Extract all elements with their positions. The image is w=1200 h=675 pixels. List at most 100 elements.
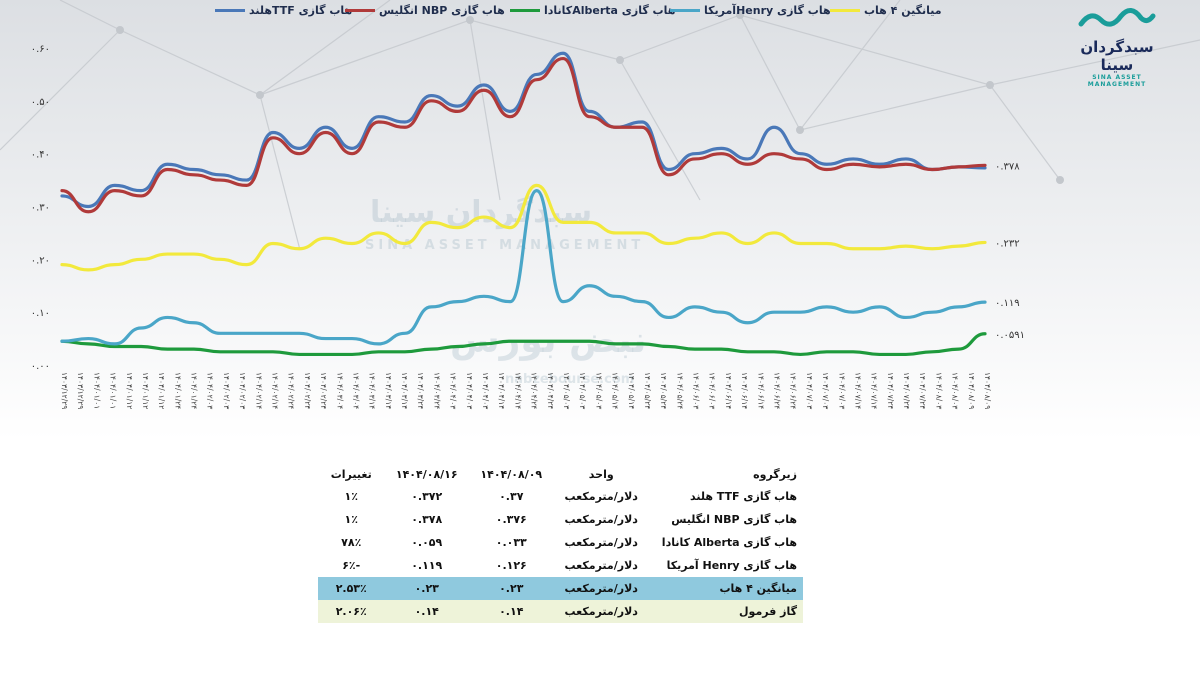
cell-value-date1: ۰.۳۷۶	[495, 513, 527, 526]
gas-price-table: زیرگروه واحد ۱۴۰۴/۰۸/۰۹ ۱۴۰۴/۰۸/۱۶ تغییر…	[318, 463, 803, 623]
table-header-row: زیرگروه واحد ۱۴۰۴/۰۸/۰۹ ۱۴۰۴/۰۸/۱۶ تغییر…	[318, 463, 803, 485]
legend-item-avg: میانگین ۴ هاب	[830, 4, 942, 17]
legend-label-henry: هاب گازی Henryآمریکا	[704, 4, 831, 17]
legend-swatch-avg	[830, 9, 860, 12]
cell-subgroup: هاب گازی Alberta کانادا	[661, 536, 797, 549]
x-tick-label: ۱۴۰۴/۰۳/۲۴	[432, 372, 441, 409]
series-line-0	[60, 51, 987, 209]
table-row: هاب گازی Henry آمریکا دلار/مترمکعب ۰.۱۲۶…	[318, 554, 803, 577]
cell-unit: دلار/مترمکعب	[564, 559, 638, 572]
logo-name: سبدگردان سینا	[1080, 38, 1154, 74]
x-tick-label: ۱۴۰۴/۰۱/۱۲	[125, 372, 134, 409]
x-tick-label: ۱۴۰۴/۰۲/۱۴	[271, 372, 280, 409]
logo-subtitle: SINA ASSET MANAGEMENT	[1087, 74, 1147, 88]
end-value-label: ۰.۰۵۹۱	[995, 330, 1025, 341]
sina-logo: سبدگردان سینا SINA ASSET MANAGEMENT	[1062, 6, 1172, 88]
x-tick-label: ۱۴۰۴/۰۲/۱۴	[254, 372, 263, 409]
legend-label-ttf: هاب گازی TTFهلند	[249, 4, 353, 17]
x-tick-label: ۱۴۰۴/۰۳/۱۴	[400, 372, 409, 409]
cell-change: ۲.۵۳٪	[318, 577, 385, 600]
x-tick-label: ۱۴۰۴/۰۳/۰۴	[351, 372, 360, 409]
x-tick-label: ۱۴۰۴/۰۲/۰۳	[238, 372, 247, 409]
x-tick-label: ۱۴۰۴/۰۷/۰۳	[821, 372, 830, 409]
legend-swatch-nbp	[345, 9, 375, 12]
x-tick-label: ۱۴۰۴/۰۶/۱۴	[756, 372, 765, 409]
cell-value-date2: ۰.۳۷۸	[411, 513, 443, 526]
y-tick-label: ۰.۰۰	[31, 361, 50, 372]
table-row: هاب گازی TTF هلند دلار/مترمکعب ۰.۳۷ ۰.۳۷…	[318, 485, 803, 508]
table-row: هاب گازی NBP انگلیس دلار/مترمکعب ۰.۳۷۶ ۰…	[318, 508, 803, 531]
x-tick-label: ۱۴۰۴/۰۵/۱۴	[627, 372, 636, 409]
legend-item-nbp: هاب گازی NBP انگلیس	[345, 4, 505, 17]
x-tick-label: ۱۴۰۴/۰۴/۰۳	[481, 372, 490, 409]
x-tick-label: ۱۴۰۴/۰۴/۱۴	[497, 372, 506, 409]
chart-legend: هاب گازی TTFهلند هاب گازی NBP انگلیس هاب…	[215, 4, 975, 24]
x-tick-label: ۱۴۰۴/۰۱/۲۴	[190, 372, 199, 409]
x-tick-label: ۱۴۰۴/۰۱/۲۴	[173, 372, 182, 409]
y-tick-label: ۰.۶۰	[31, 44, 50, 55]
legend-item-ttf: هاب گازی TTFهلند	[215, 4, 352, 17]
cell-value-date1: ۰.۱۴	[469, 600, 554, 623]
x-tick-label: ۱۴۰۴/۰۳/۰۴	[335, 372, 344, 409]
cell-value-date2: ۰.۱۱۹	[411, 559, 443, 572]
sina-wave-icon	[1078, 8, 1156, 27]
cell-change: -۶٪	[342, 559, 361, 572]
cell-unit: دلار/مترمکعب	[553, 600, 649, 623]
table-row: میانگین ۴ هاب دلار/مترمکعب ۰.۲۳ ۰.۲۳ ۲.۵…	[318, 577, 803, 600]
x-tick-label: ۱۴۰۴/۰۷/۱۴	[870, 372, 879, 409]
x-tick-label: ۱۴۰۴/۰۷/۱۴	[853, 372, 862, 409]
x-tick-label: ۱۴۰۴/۰۴/۲۴	[530, 372, 539, 409]
cell-subgroup: هاب گازی NBP انگلیس	[671, 513, 797, 526]
x-tick-label: ۱۴۰۴/۰۶/۲۴	[789, 372, 798, 409]
legend-swatch-alberta	[510, 9, 540, 12]
x-tick-label: ۱۴۰۴/۰۷/۰۳	[837, 372, 846, 409]
cell-change: ۲.۰۶٪	[318, 600, 385, 623]
cell-unit: دلار/مترمکعب	[564, 490, 638, 503]
legend-item-alberta: هاب گازی Albertaکانادا	[510, 4, 675, 17]
cell-subgroup: میانگین ۴ هاب	[648, 577, 803, 600]
x-tick-label: ۱۴۰۴/۰۳/۲۴	[416, 372, 425, 409]
x-tick-label: ۱۴۰۴/۰۸/۰۳	[951, 372, 960, 409]
x-tick-label: ۱۴۰۴/۰۸/۰۹	[967, 372, 976, 409]
y-tick-label: ۰.۴۰	[31, 150, 50, 161]
x-tick-label: ۱۴۰۴/۰۳/۱۴	[384, 372, 393, 409]
x-tick-label: ۱۴۰۴/۰۶/۰۳	[692, 372, 701, 409]
x-tick-label: ۱۴۰۴/۰۵/۲۴	[659, 372, 668, 409]
col-header-subgroup: زیرگروه	[753, 467, 797, 481]
legend-swatch-henry	[670, 9, 700, 12]
x-tick-label: ۱۴۰۴/۰۲/۲۴	[303, 372, 312, 409]
y-tick-label: ۰.۱۰	[31, 308, 50, 319]
cell-subgroup: هاب گازی Henry آمریکا	[666, 559, 797, 572]
end-value-label: ۰.۲۳۲	[995, 238, 1020, 249]
cell-subgroup: هاب گازی TTF هلند	[690, 490, 797, 503]
x-tick-label: ۱۴۰۴/۰۲/۲۴	[287, 372, 296, 409]
cell-value-date1: ۰.۳۷	[499, 490, 524, 503]
x-tick-label: ۱۴۰۴/۰۸/۰۹	[983, 372, 992, 409]
x-tick-label: ۱۴۰۴/۰۴/۰۳	[449, 372, 458, 409]
x-tick-label: ۱۴۰۴/۰۷/۲۴	[886, 372, 895, 409]
x-tick-label: ۱۴۰۴/۰۶/۱۴	[724, 372, 733, 409]
x-tick-label: ۱۴۰۴/۰۵/۰۳	[594, 372, 603, 409]
cell-value-date2: ۰.۰۵۹	[411, 536, 443, 549]
cell-unit: دلار/مترمکعب	[564, 513, 638, 526]
x-tick-label: ۱۴۰۴/۰۲/۰۳	[206, 372, 215, 409]
x-tick-label: ۱۴۰۴/۰۳/۱۴	[368, 372, 377, 409]
x-tick-label: ۱۴۰۳/۱۲/۲۹	[60, 372, 69, 409]
x-tick-label: ۱۴۰۴/۰۶/۲۴	[772, 372, 781, 409]
x-tick-label: ۱۴۰۴/۰۵/۰۳	[562, 372, 571, 409]
cell-unit: دلار/مترمکعب	[553, 577, 649, 600]
x-tick-label: ۱۴۰۴/۰۵/۲۴	[643, 372, 652, 409]
cell-change: ۱٪	[344, 490, 358, 503]
series-line-3	[60, 189, 987, 346]
end-value-label: ۰.۳۷۸	[995, 161, 1020, 172]
table-row: گاز فرمول دلار/مترمکعب ۰.۱۴ ۰.۱۴ ۲.۰۶٪	[318, 600, 803, 623]
x-tick-label: ۱۴۰۴/۰۲/۲۴	[319, 372, 328, 409]
col-header-unit: واحد	[588, 467, 614, 481]
y-tick-label: ۰.۲۰	[31, 255, 50, 266]
col-header-date2: ۱۴۰۴/۰۸/۱۶	[395, 467, 458, 481]
x-tick-label: ۱۴۰۴/۰۷/۲۴	[902, 372, 911, 409]
x-tick-label: ۱۴۰۴/۰۸/۰۳	[934, 372, 943, 409]
x-tick-label: ۱۴۰۴/۰۴/۰۳	[465, 372, 474, 409]
x-tick-label: ۱۴۰۴/۰۲/۰۳	[222, 372, 231, 409]
x-tick-label: ۱۴۰۴/۰۵/۱۴	[611, 372, 620, 409]
